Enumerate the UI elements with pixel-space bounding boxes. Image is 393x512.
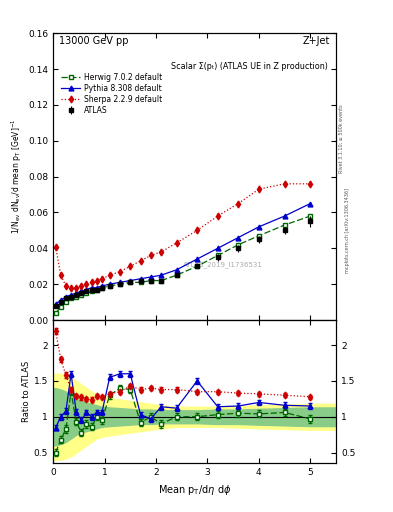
Herwig 7.0.2 default xyxy=(128,280,132,286)
Sherpa 2.2.9 default xyxy=(138,258,143,264)
Herwig 7.0.2 default xyxy=(53,310,58,316)
Herwig 7.0.2 default xyxy=(257,232,261,239)
Pythia 8.308 default xyxy=(308,200,313,206)
Herwig 7.0.2 default xyxy=(195,263,200,269)
Pythia 8.308 default xyxy=(59,297,63,303)
Pythia 8.308 default xyxy=(118,280,122,286)
Sherpa 2.2.9 default xyxy=(128,263,132,269)
Pythia 8.308 default xyxy=(257,224,261,230)
Pythia 8.308 default xyxy=(138,275,143,282)
Herwig 7.0.2 default xyxy=(79,292,84,298)
Sherpa 2.2.9 default xyxy=(64,283,68,289)
Pythia 8.308 default xyxy=(195,256,200,262)
Sherpa 2.2.9 default xyxy=(79,283,84,289)
Herwig 7.0.2 default xyxy=(89,288,94,294)
Sherpa 2.2.9 default xyxy=(94,278,99,284)
Text: Z+Jet: Z+Jet xyxy=(303,36,331,46)
Herwig 7.0.2 default xyxy=(174,272,179,279)
Herwig 7.0.2 default xyxy=(308,213,313,219)
Herwig 7.0.2 default xyxy=(74,294,79,300)
Sherpa 2.2.9 default xyxy=(118,268,122,274)
Herwig 7.0.2 default xyxy=(84,290,89,296)
Pythia 8.308 default xyxy=(174,267,179,273)
Herwig 7.0.2 default xyxy=(94,287,99,293)
Pythia 8.308 default xyxy=(215,245,220,251)
Y-axis label: Ratio to ATLAS: Ratio to ATLAS xyxy=(22,361,31,422)
Herwig 7.0.2 default xyxy=(159,278,163,284)
Pythia 8.308 default xyxy=(128,278,132,284)
Herwig 7.0.2 default xyxy=(138,280,143,286)
Pythia 8.308 default xyxy=(64,294,68,300)
Pythia 8.308 default xyxy=(53,301,58,307)
Pythia 8.308 default xyxy=(159,272,163,279)
Herwig 7.0.2 default xyxy=(99,285,104,291)
Pythia 8.308 default xyxy=(69,292,73,298)
Pythia 8.308 default xyxy=(282,213,287,219)
Pythia 8.308 default xyxy=(149,274,153,280)
Herwig 7.0.2 default xyxy=(118,281,122,287)
Line: Pythia 8.308 default: Pythia 8.308 default xyxy=(53,201,313,306)
Sherpa 2.2.9 default xyxy=(53,244,58,250)
Herwig 7.0.2 default xyxy=(215,252,220,259)
Sherpa 2.2.9 default xyxy=(195,227,200,233)
Sherpa 2.2.9 default xyxy=(89,280,94,286)
Sherpa 2.2.9 default xyxy=(107,272,112,279)
Sherpa 2.2.9 default xyxy=(257,186,261,192)
Text: 13000 GeV pp: 13000 GeV pp xyxy=(59,36,128,46)
Text: Rivet 3.1.10; ≥ 500k events: Rivet 3.1.10; ≥ 500k events xyxy=(339,104,344,173)
Herwig 7.0.2 default xyxy=(64,299,68,305)
Herwig 7.0.2 default xyxy=(59,304,63,310)
Sherpa 2.2.9 default xyxy=(174,240,179,246)
Sherpa 2.2.9 default xyxy=(236,200,241,206)
Herwig 7.0.2 default xyxy=(69,295,73,302)
Line: Sherpa 2.2.9 default: Sherpa 2.2.9 default xyxy=(53,181,313,290)
Pythia 8.308 default xyxy=(107,281,112,287)
Text: mcplots.cern.ch [arXiv:1306.3436]: mcplots.cern.ch [arXiv:1306.3436] xyxy=(345,188,350,273)
Herwig 7.0.2 default xyxy=(236,242,241,248)
Text: Scalar Σ(pₜ) (ATLAS UE in Z production): Scalar Σ(pₜ) (ATLAS UE in Z production) xyxy=(171,62,327,71)
Sherpa 2.2.9 default xyxy=(59,272,63,279)
Legend: Herwig 7.0.2 default, Pythia 8.308 default, Sherpa 2.2.9 default, ATLAS: Herwig 7.0.2 default, Pythia 8.308 defau… xyxy=(60,72,164,116)
Pythia 8.308 default xyxy=(236,234,241,241)
Sherpa 2.2.9 default xyxy=(282,181,287,187)
Sherpa 2.2.9 default xyxy=(69,285,73,291)
Text: ATLAS_2019_I1736531: ATLAS_2019_I1736531 xyxy=(183,262,263,268)
X-axis label: Mean p$_{\rm T}$/d$\eta$ d$\phi$: Mean p$_{\rm T}$/d$\eta$ d$\phi$ xyxy=(158,483,231,497)
Sherpa 2.2.9 default xyxy=(215,213,220,219)
Herwig 7.0.2 default xyxy=(282,222,287,228)
Pythia 8.308 default xyxy=(89,285,94,291)
Pythia 8.308 default xyxy=(79,288,84,294)
Herwig 7.0.2 default xyxy=(149,278,153,284)
Sherpa 2.2.9 default xyxy=(84,281,89,287)
Sherpa 2.2.9 default xyxy=(74,285,79,291)
Line: Herwig 7.0.2 default: Herwig 7.0.2 default xyxy=(53,214,313,315)
Pythia 8.308 default xyxy=(94,285,99,291)
Sherpa 2.2.9 default xyxy=(99,275,104,282)
Pythia 8.308 default xyxy=(74,290,79,296)
Sherpa 2.2.9 default xyxy=(149,252,153,259)
Herwig 7.0.2 default xyxy=(107,283,112,289)
Y-axis label: 1/N$_{\rm ev}$ dN$_{\rm ev}$/d mean p$_{\rm T}$ [GeV]$^{-1}$: 1/N$_{\rm ev}$ dN$_{\rm ev}$/d mean p$_{… xyxy=(9,119,24,234)
Sherpa 2.2.9 default xyxy=(308,181,313,187)
Pythia 8.308 default xyxy=(84,287,89,293)
Sherpa 2.2.9 default xyxy=(159,249,163,255)
Pythia 8.308 default xyxy=(99,283,104,289)
